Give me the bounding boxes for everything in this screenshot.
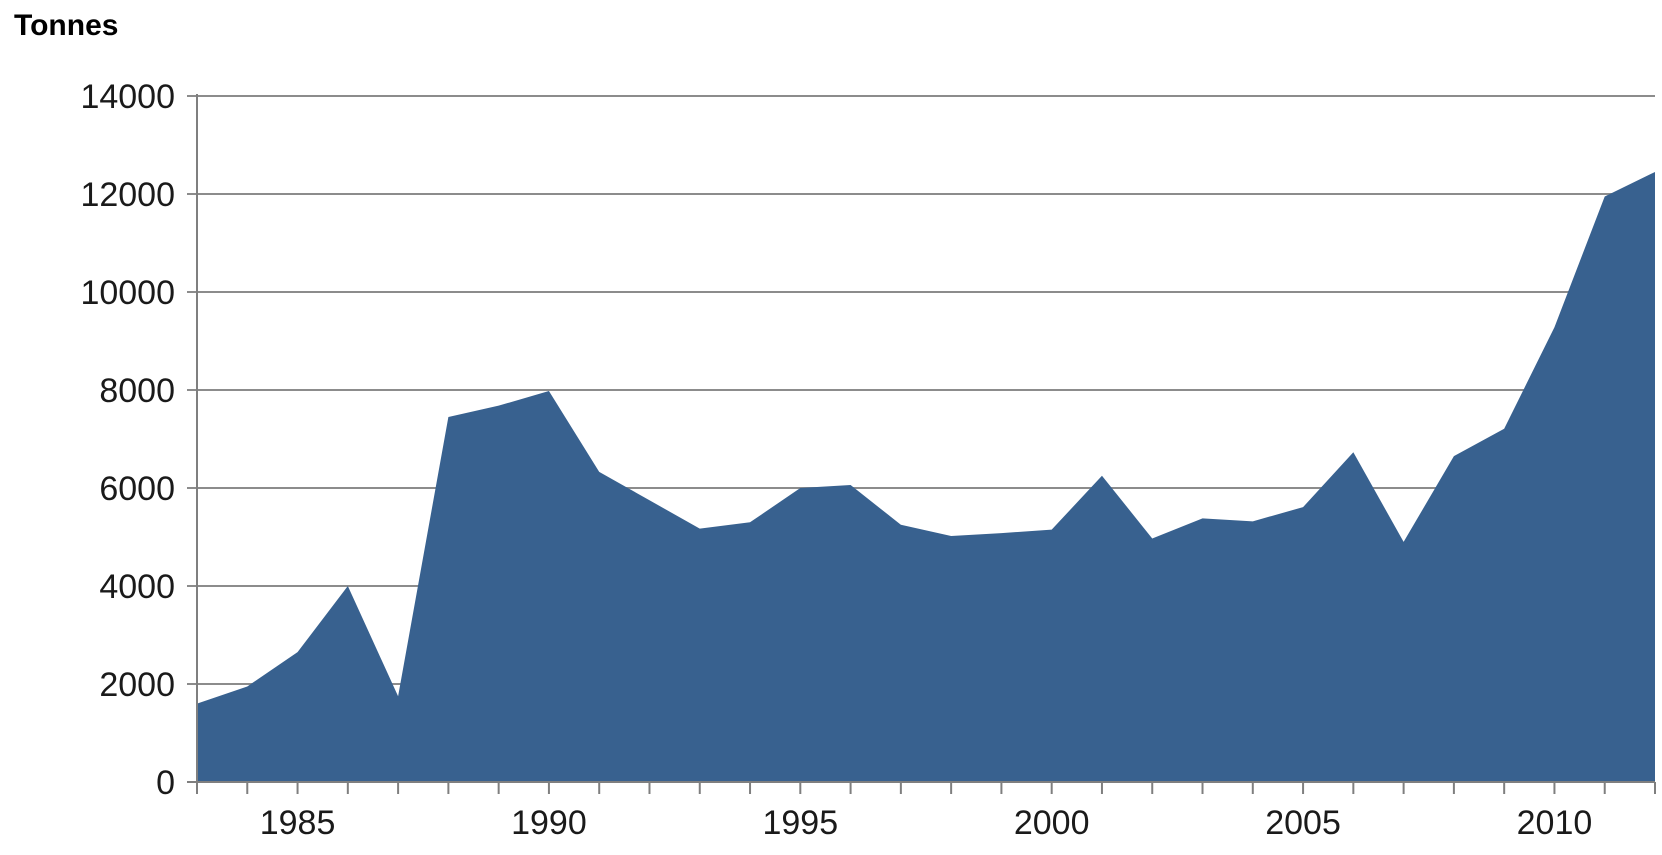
x-tick-label: 1990 bbox=[511, 804, 587, 842]
y-tick-label: 6000 bbox=[99, 470, 175, 508]
area-series bbox=[196, 171, 1656, 782]
x-tick-label: 2005 bbox=[1265, 804, 1341, 842]
area-series-fill bbox=[197, 171, 1655, 782]
y-tick-label: 14000 bbox=[80, 78, 175, 116]
y-axis-title: Tonnes bbox=[14, 9, 118, 42]
y-tick-label: 4000 bbox=[99, 568, 175, 606]
x-tick-label: 2010 bbox=[1517, 804, 1593, 842]
y-tick-label: 12000 bbox=[80, 176, 175, 214]
x-tick-label: 1995 bbox=[762, 804, 838, 842]
y-tick-label: 8000 bbox=[99, 372, 175, 410]
axes bbox=[187, 94, 1656, 794]
y-tick-label: 10000 bbox=[80, 274, 175, 312]
y-tick-labels: 0 2000 4000 6000 8000 10000 12000 14000 bbox=[80, 78, 175, 802]
y-tick-label: 2000 bbox=[99, 666, 175, 704]
y-tick-label: 0 bbox=[156, 764, 175, 802]
x-tick-label: 1985 bbox=[260, 804, 336, 842]
x-tick-labels: 1985 1990 1995 2000 2005 2010 bbox=[260, 804, 1593, 842]
x-tick-label: 2000 bbox=[1014, 804, 1090, 842]
